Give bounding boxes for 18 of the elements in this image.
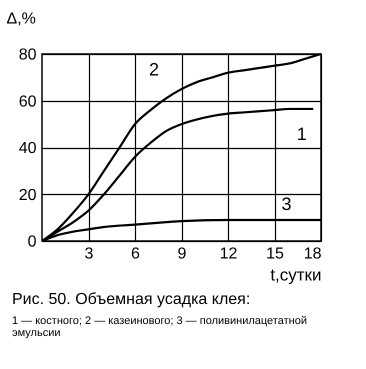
annotation: 1	[296, 124, 307, 144]
annotation: 2	[148, 59, 160, 80]
y-tick-label: 80	[18, 46, 37, 64]
y-axis-title: Δ,%	[6, 10, 36, 28]
x-tick-label: 12	[220, 246, 238, 262]
x-tick-label: 9	[178, 246, 187, 262]
x-tick-label: 18	[304, 246, 322, 262]
y-tick-label: 0	[28, 234, 37, 250]
x-tick-label: 3	[84, 246, 94, 262]
y-tick-label: 20	[18, 186, 37, 204]
x-tick-label: 15	[266, 246, 284, 262]
annotation: 3	[281, 194, 292, 214]
text: Рис. 50. Объемная усадка клея:	[12, 291, 252, 309]
x-tick-label: 6	[131, 246, 140, 262]
x-axis-title: t,сутки	[270, 266, 322, 284]
y-tick-label: 40	[18, 140, 37, 157]
y-tick-label: 60	[18, 93, 37, 110]
text: 1 — костного; 2 — казеинового; 3 — поливинилацетатной эмульсии	[12, 315, 308, 339]
